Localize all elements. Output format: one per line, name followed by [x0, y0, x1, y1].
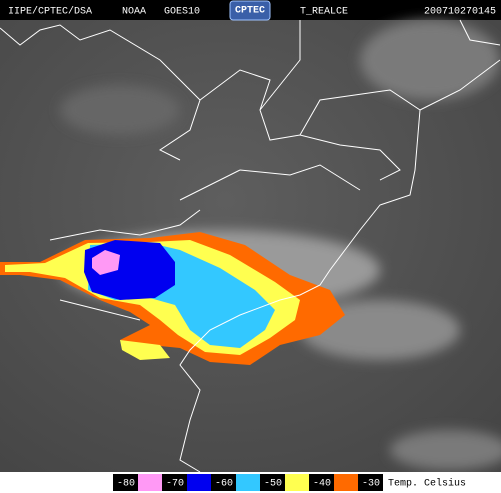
legend-label: -40: [313, 479, 331, 490]
header-satellite: GOES10: [164, 7, 200, 18]
header-timestamp: 200710270145: [424, 7, 496, 18]
legend-swatch: [334, 474, 358, 491]
legend-swatch: [236, 474, 260, 491]
legend-label: -70: [166, 479, 184, 490]
legend-label-box: [358, 474, 383, 491]
legend-label-box: [260, 474, 285, 491]
legend-label: -80: [117, 479, 135, 490]
logo-text: CPTEC: [235, 6, 265, 17]
borders: [0, 19, 501, 473]
legend: -80 -70 -60 -50 -40 -30 Temp. Celsius: [113, 474, 466, 491]
legend-label: -50: [264, 479, 282, 490]
header-source: IIPE/CPTEC/DSA: [8, 6, 92, 18]
legend-swatch: [138, 474, 162, 491]
legend-swatch: [285, 474, 309, 491]
legend-swatch: [187, 474, 211, 491]
yellow-patch: [120, 340, 170, 360]
legend-label: -60: [215, 479, 233, 490]
legend-label-box: [211, 474, 236, 491]
cloud-top-temperatures: [0, 232, 345, 365]
header-product: T_REALCE: [300, 7, 348, 18]
legend-label-box: [162, 474, 187, 491]
legend-label: -30: [362, 479, 380, 490]
legend-label-box: [113, 474, 138, 491]
header-agency: NOAA: [122, 7, 146, 18]
cloud-region: [92, 250, 120, 275]
logo: CPTEC: [229, 0, 271, 21]
legend-label-box: [309, 474, 334, 491]
legend-unit: Temp. Celsius: [388, 478, 466, 490]
